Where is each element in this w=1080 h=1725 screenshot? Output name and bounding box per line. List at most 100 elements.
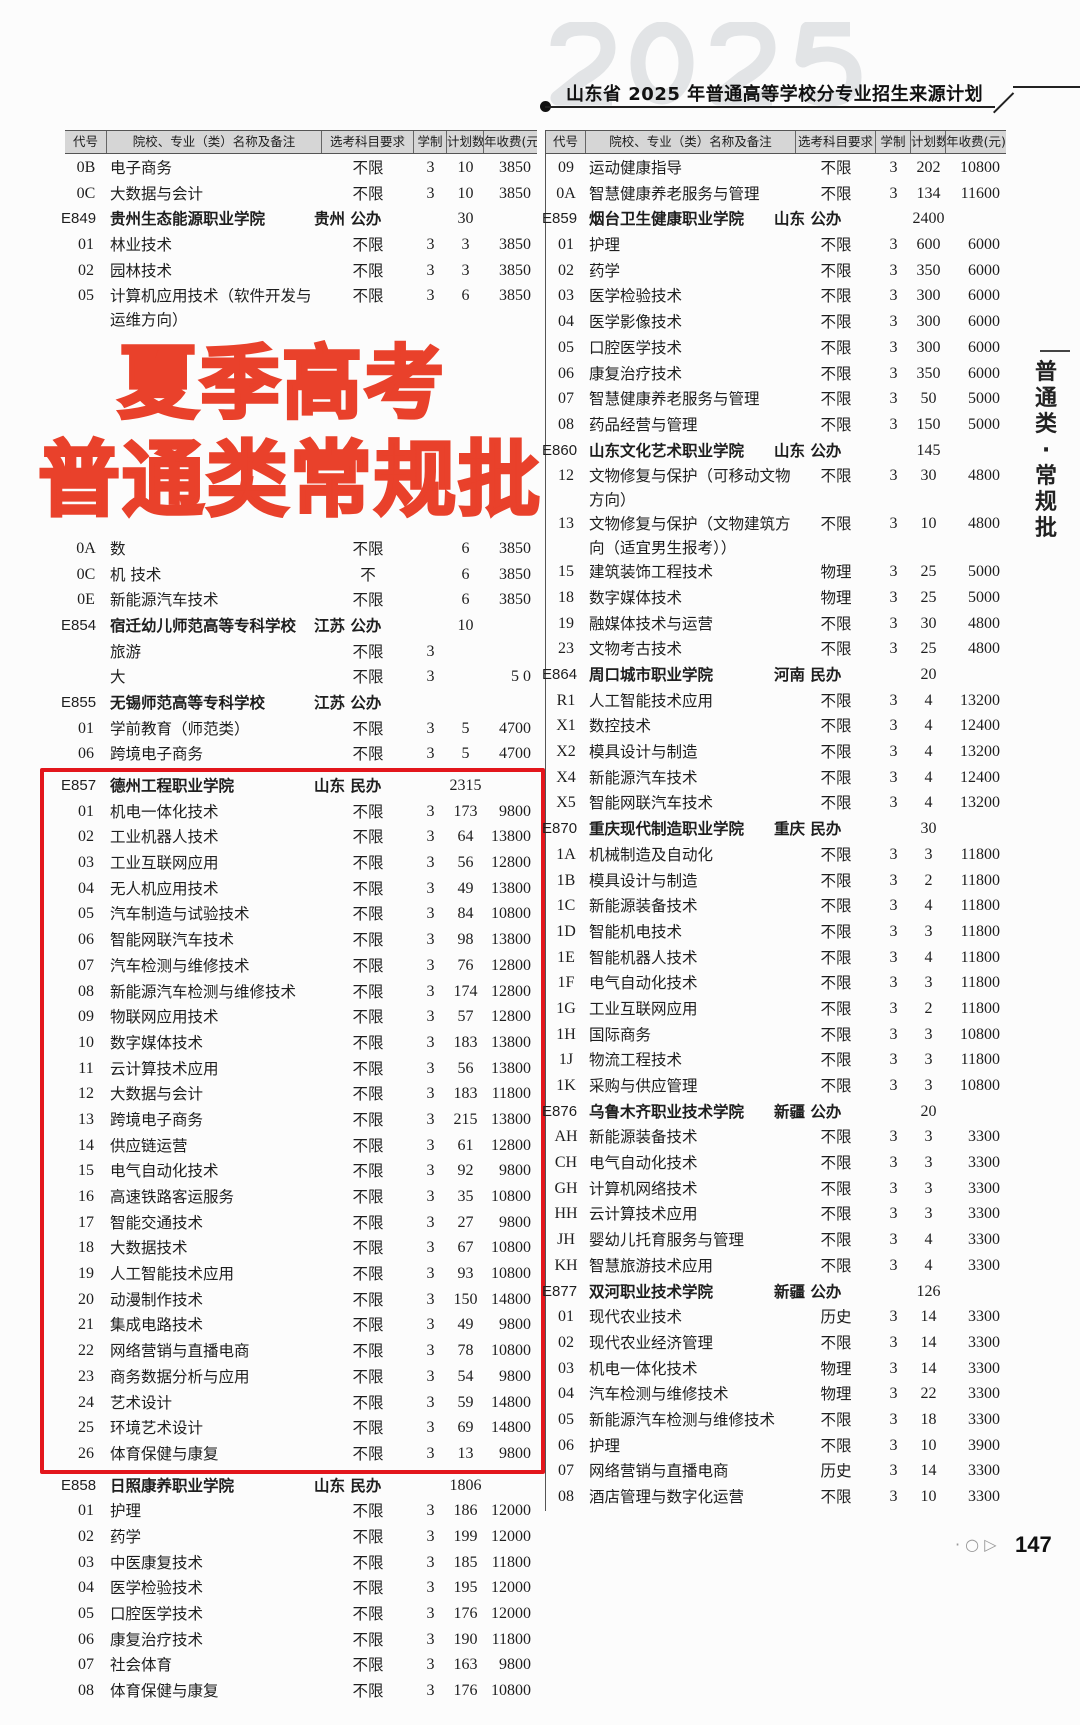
annual-fee: 4800 <box>968 640 1000 658</box>
major-name: 林业技术 <box>110 236 173 255</box>
major-row: 02 药学 不限 3 350 6000 <box>546 259 1006 285</box>
major-row: 13 跨境电子商务 不限 3 215 13800 <box>65 1108 537 1134</box>
plan-count: 2 <box>924 871 933 889</box>
plan-count: 49 <box>457 879 474 897</box>
major-row: 06 康复治疗技术 不限 3 350 6000 <box>546 362 1006 388</box>
school-plan-total: 1806 <box>449 1476 482 1494</box>
subject-requirement: 不限 <box>820 691 852 710</box>
subject-requirement: 不限 <box>352 539 384 558</box>
plan-count: 56 <box>457 1059 474 1077</box>
subject-requirement: 不限 <box>352 1213 384 1232</box>
plan-count: 25 <box>920 640 937 658</box>
study-years: 3 <box>889 159 898 176</box>
major-name: 物流工程技术 <box>589 1051 683 1070</box>
major-code: 0C <box>76 565 96 583</box>
study-years: 3 <box>889 515 898 533</box>
annual-fee: 11800 <box>960 999 1000 1017</box>
study-years: 3 <box>426 879 435 897</box>
school-region-type: 新疆 公办 <box>774 1282 842 1301</box>
school-row: E877 双河职业技术学院 新疆 公办 126 <box>542 1280 1006 1306</box>
annual-fee: 14800 <box>491 1419 531 1437</box>
major-row: 26 体育保健与康复 不限 3 13 9800 <box>65 1442 537 1468</box>
major-row: 20 动漫制作技术 不限 3 150 14800 <box>65 1288 537 1314</box>
subject-requirement: 不限 <box>352 1682 384 1701</box>
major-row: AH 新能源装备技术 不限 3 3 3300 <box>546 1125 1006 1151</box>
school-region-type: 贵州 公办 <box>314 210 382 229</box>
major-name: 汽车检测与维修技术 <box>589 1385 729 1404</box>
header-name: 院校、专业（类）名称及备注 <box>107 131 322 153</box>
major-name: 融媒体技术与运营 <box>589 614 714 633</box>
study-years: 3 <box>889 640 898 658</box>
study-years: 3 <box>426 1579 435 1597</box>
annual-fee: 11800 <box>491 1553 531 1571</box>
study-years: 3 <box>426 287 435 305</box>
major-name: 商务数据分析与应用 <box>110 1367 250 1386</box>
major-name: 智能机器人技术 <box>589 948 698 967</box>
study-years: 3 <box>426 236 435 254</box>
subject-requirement: 不限 <box>820 467 852 486</box>
school-name: 德州工程职业学院 <box>110 777 235 796</box>
major-code: 13 <box>558 515 574 533</box>
major-code: 26 <box>78 1444 94 1462</box>
major-code: 03 <box>78 1553 94 1571</box>
annual-fee: 3300 <box>968 1154 1000 1172</box>
subject-requirement: 历史 <box>820 1308 852 1327</box>
major-row: 06 跨境电子商务 不限 3 5 4700 <box>65 742 537 768</box>
plan-count: 14 <box>920 1308 937 1326</box>
major-code: 16 <box>78 1188 94 1206</box>
major-name: 建筑装饰工程技术 <box>589 563 714 582</box>
plan-count: 202 <box>916 159 941 176</box>
subject-requirement: 不限 <box>352 184 384 203</box>
plan-count: 25 <box>920 588 937 606</box>
study-years: 3 <box>426 719 435 737</box>
study-years: 3 <box>426 854 435 872</box>
major-row: 08 药品经营与管理 不限 3 150 5000 <box>546 413 1006 439</box>
plan-count: 22 <box>920 1385 937 1403</box>
study-years: 3 <box>889 768 898 786</box>
major-row: 0C 机 技术 不 6 3850 <box>65 563 537 589</box>
subject-requirement: 不限 <box>820 1231 852 1250</box>
overlay-title-regular-batch: 普通类常规批 <box>37 432 543 530</box>
subject-requirement: 不限 <box>352 1630 384 1649</box>
major-name: 新能源装备技术 <box>589 1128 698 1147</box>
major-row: 11 云计算技术应用 不限 3 56 13800 <box>65 1057 537 1083</box>
subject-requirement: 不限 <box>352 828 384 847</box>
major-row: 01 现代农业技术 历史 3 14 3300 <box>546 1305 1006 1331</box>
major-name: 数字媒体技术 <box>589 588 683 607</box>
school-region-type: 重庆 民办 <box>774 820 842 839</box>
subject-requirement: 不限 <box>352 982 384 1001</box>
major-name: 智能交通技术 <box>110 1213 204 1232</box>
school-region-type: 山东 民办 <box>314 777 382 796</box>
subject-requirement: 不限 <box>352 1239 384 1258</box>
major-name: 护理 <box>589 1436 621 1455</box>
annual-fee: 11800 <box>960 845 1000 863</box>
subject-requirement: 不限 <box>352 745 384 764</box>
annual-fee: 3300 <box>968 1231 1000 1249</box>
study-years: 3 <box>889 364 898 382</box>
subject-requirement: 不限 <box>820 1077 852 1095</box>
major-code: 04 <box>78 879 94 897</box>
annual-fee: 12000 <box>491 1527 531 1545</box>
major-row: 05 口腔医学技术 不限 3 300 6000 <box>546 336 1006 362</box>
major-name: 大数据技术 <box>110 1239 188 1258</box>
annual-fee: 3850 <box>499 159 531 176</box>
annual-fee: 6000 <box>968 287 1000 305</box>
major-name: 医学检验技术 <box>110 1579 204 1598</box>
plan-count: 176 <box>453 1605 478 1623</box>
major-code: 25 <box>78 1419 94 1437</box>
study-years: 3 <box>426 956 435 974</box>
annual-fee: 13800 <box>491 1059 531 1077</box>
major-name: 口腔医学技术 <box>589 338 683 357</box>
plan-count: 150 <box>916 415 941 433</box>
major-code: 1H <box>556 1025 576 1043</box>
study-years: 3 <box>889 897 898 915</box>
plan-count: 350 <box>916 261 941 279</box>
school-name: 日照康养职业学院 <box>110 1476 235 1495</box>
subject-requirement: 不限 <box>820 948 852 967</box>
plan-count: 4 <box>924 768 933 786</box>
major-name: 智能网联汽车技术 <box>589 794 714 813</box>
plan-count: 300 <box>916 313 941 331</box>
plan-count: 61 <box>457 1136 474 1154</box>
major-code: 01 <box>558 1308 574 1326</box>
study-years: 3 <box>426 1342 435 1360</box>
